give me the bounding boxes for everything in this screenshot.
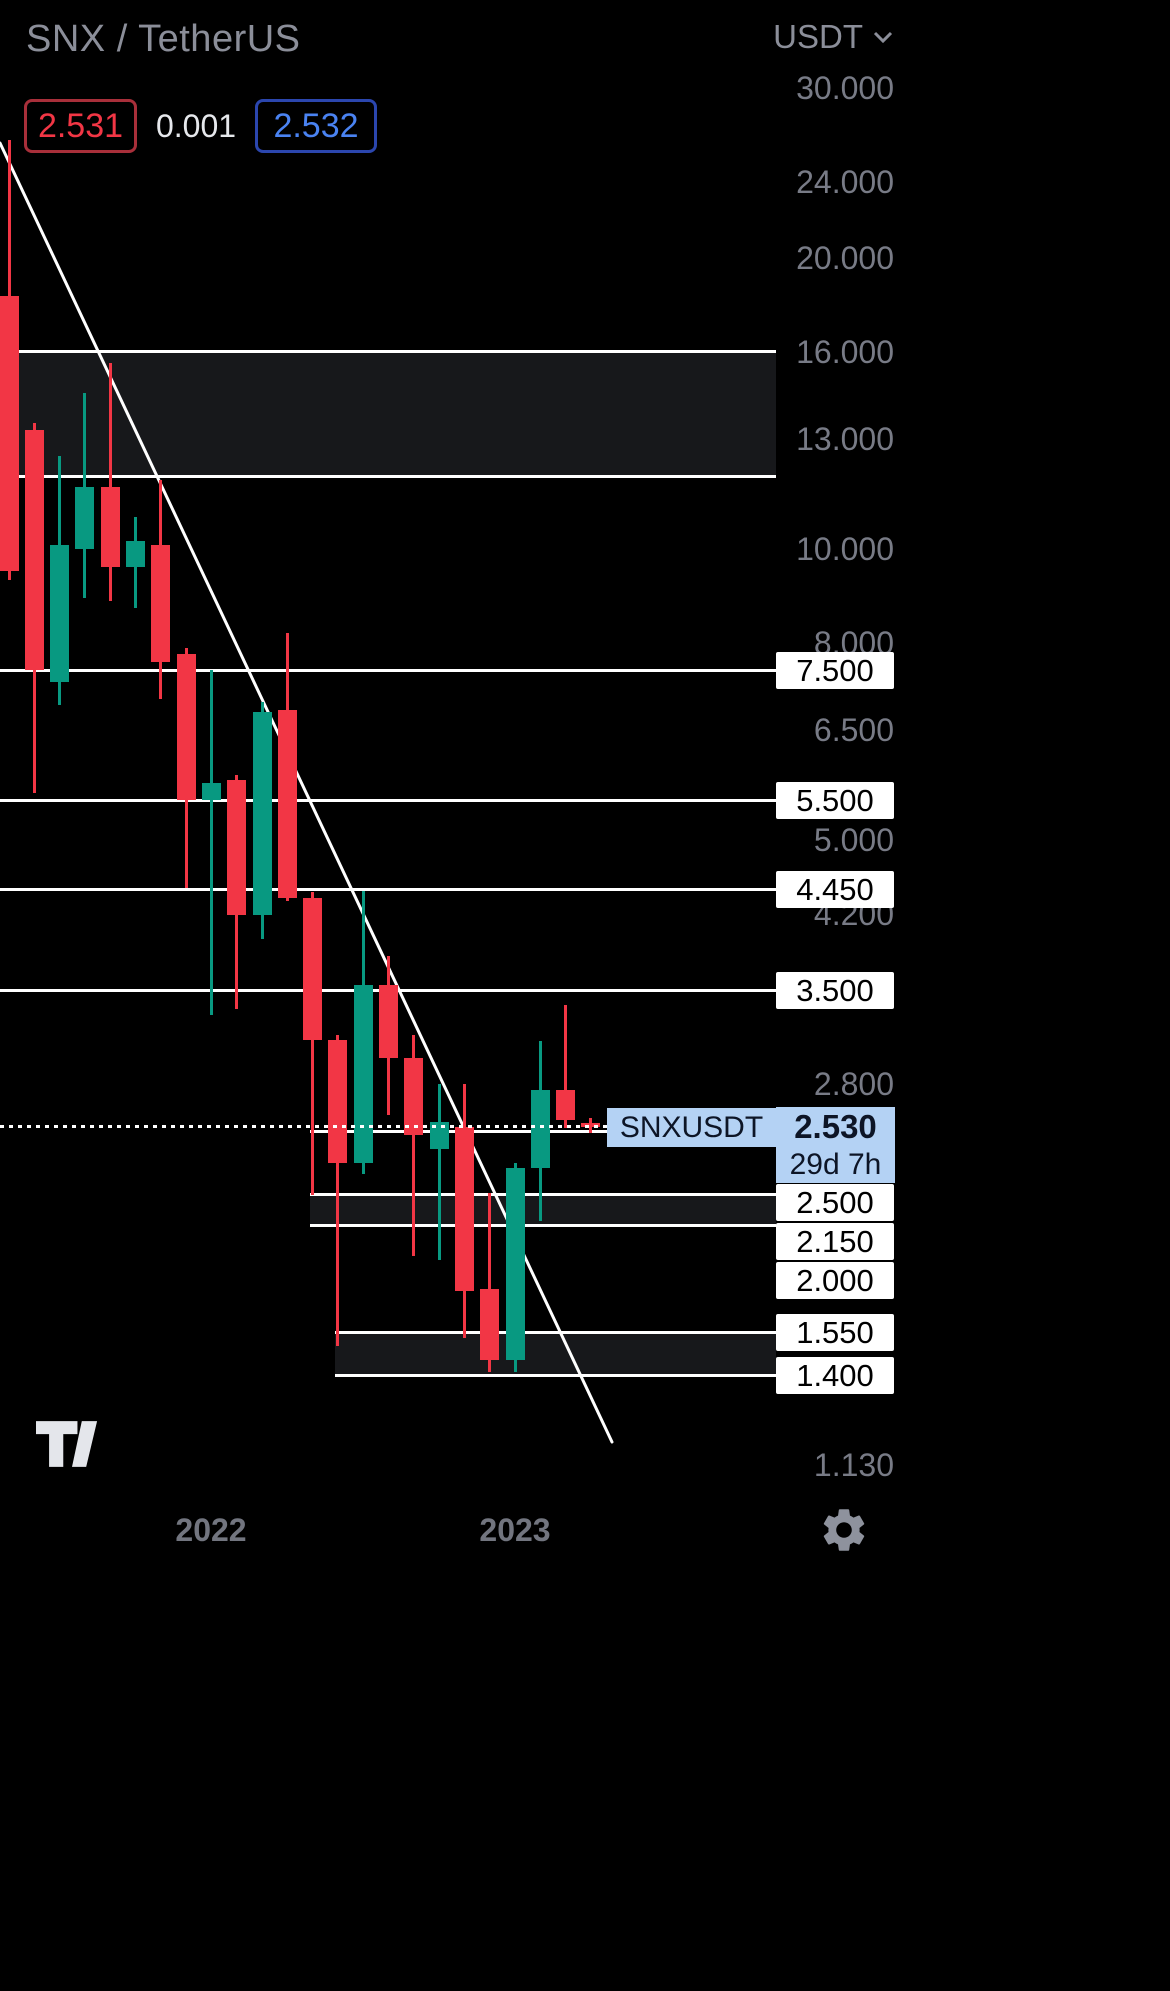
currency-selector[interactable]: USDT (773, 18, 893, 56)
current-price-value: 2.530 (794, 1108, 877, 1145)
candle-body (50, 545, 70, 682)
supply-demand-zone[interactable] (310, 1194, 776, 1226)
price-level-label: 7.500 (776, 651, 894, 689)
bar-countdown: 29d 7h (789, 1148, 882, 1181)
candle-body (100, 487, 120, 567)
quote-widget: 2.531 0.001 2.532 (24, 99, 377, 153)
price-level-label: 5.500 (776, 781, 894, 819)
current-price-line (0, 1124, 776, 1128)
candle-body (75, 487, 95, 550)
candle-wick (488, 1192, 492, 1373)
bid-button[interactable]: 2.531 (24, 99, 137, 153)
price-level-label: 3.500 (776, 971, 894, 1009)
candle-wick (336, 1034, 340, 1347)
currency-label: USDT (773, 18, 863, 55)
candle-body (454, 1126, 474, 1292)
candle-body (0, 295, 19, 571)
candle-body (252, 711, 272, 915)
price-level-label: 1.400 (776, 1356, 894, 1394)
horizontal-level-line[interactable] (0, 887, 776, 891)
candle-body (556, 1090, 576, 1120)
price-tick: 16.000 (796, 333, 894, 370)
symbol-title[interactable]: SNX / TetherUS (26, 18, 301, 60)
candle-body (151, 545, 171, 662)
candle-body (227, 780, 247, 915)
horizontal-level-line[interactable] (310, 1223, 776, 1227)
chevron-down-icon (873, 31, 893, 44)
price-tick: 30.000 (796, 70, 894, 106)
price-tick: 5.000 (813, 822, 894, 859)
price-tick: 1.130 (813, 1447, 894, 1484)
time-axis-label-2022: 2022 (175, 1512, 247, 1548)
price-tick: 24.000 (796, 163, 894, 200)
spread-label: 0.001 (155, 107, 237, 144)
candle-body (379, 985, 398, 1058)
horizontal-level-line[interactable] (0, 798, 776, 802)
horizontal-level-line[interactable] (335, 1373, 776, 1377)
candle-body (505, 1168, 525, 1361)
time-axis-label-2023: 2023 (479, 1512, 551, 1548)
candle-body (24, 429, 44, 671)
candle-wick (108, 362, 112, 601)
price-tick: 13.000 (796, 421, 894, 458)
candle-wick (209, 670, 213, 1015)
candle-wick (564, 1004, 568, 1129)
candle-body (277, 710, 297, 898)
supply-demand-zone[interactable] (0, 351, 776, 477)
candle-body (480, 1288, 500, 1361)
price-level-label: 4.450 (776, 870, 894, 908)
candle-body (328, 1039, 348, 1163)
candle-body (530, 1090, 550, 1169)
price-level-label: 2.150 (776, 1223, 894, 1260)
horizontal-level-line[interactable] (310, 1193, 776, 1197)
candle-body (404, 1057, 424, 1135)
candle-body (176, 653, 196, 801)
candle-body (353, 985, 373, 1163)
candle-body (201, 783, 221, 801)
settings-gear-icon[interactable] (818, 1504, 870, 1556)
current-price-label: 2.530 29d 7h (776, 1107, 895, 1183)
supply-demand-zone[interactable] (335, 1332, 776, 1376)
price-level-label: 2.500 (776, 1184, 894, 1221)
price-tick: 2.800 (813, 1065, 894, 1102)
price-tick: 10.000 (796, 531, 894, 568)
price-level-label: 2.000 (776, 1262, 894, 1299)
candle-body (303, 897, 323, 1040)
horizontal-level-line[interactable] (0, 350, 776, 354)
candle-body (126, 541, 145, 567)
horizontal-level-line[interactable] (0, 668, 776, 672)
candle-wick (311, 892, 315, 1195)
tradingview-logo[interactable] (36, 1420, 108, 1468)
horizontal-level-line[interactable] (0, 474, 776, 478)
symbol-price-tag: SNXUSDT (607, 1108, 776, 1147)
price-tick: 6.500 (813, 712, 894, 749)
ask-button[interactable]: 2.532 (255, 99, 377, 153)
horizontal-level-line[interactable] (335, 1330, 776, 1334)
price-level-label: 1.550 (776, 1313, 894, 1351)
candle-wick (437, 1083, 441, 1261)
candle-wick (412, 1034, 416, 1256)
price-tick: 20.000 (796, 240, 894, 277)
candle-body (429, 1121, 449, 1149)
